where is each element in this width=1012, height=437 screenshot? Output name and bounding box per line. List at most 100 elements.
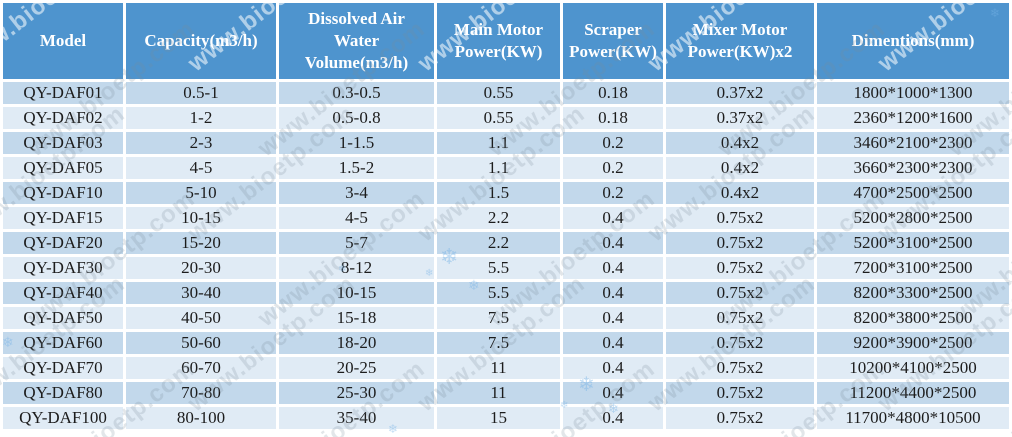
- cell-dissolved_air_water_volume: 4-5: [279, 207, 434, 229]
- cell-dimentions: 8200*3800*2500: [817, 307, 1009, 329]
- cell-dimentions: 10200*4100*2500: [817, 357, 1009, 379]
- cell-dimentions: 7200*3100*2500: [817, 257, 1009, 279]
- cell-main_motor_power: 5.5: [437, 282, 560, 304]
- cell-dissolved_air_water_volume: 35-40: [279, 407, 434, 429]
- cell-model: QY-DAF05: [3, 157, 123, 179]
- cell-capacity: 4-5: [126, 157, 276, 179]
- cell-model: QY-DAF40: [3, 282, 123, 304]
- cell-dissolved_air_water_volume: 25-30: [279, 382, 434, 404]
- cell-dissolved_air_water_volume: 1.5-2: [279, 157, 434, 179]
- cell-dissolved_air_water_volume: 0.5-0.8: [279, 107, 434, 129]
- cell-dissolved_air_water_volume: 1-1.5: [279, 132, 434, 154]
- cell-mixer_motor_power: 0.4x2: [666, 132, 814, 154]
- cell-mixer_motor_power: 0.37x2: [666, 107, 814, 129]
- table-row: QY-DAF01 0.5-1 0.3-0.5 0.55 0.18 0.37x2 1800*1…: [3, 82, 1009, 104]
- cell-dimentions: 8200*3300*2500: [817, 282, 1009, 304]
- cell-capacity: 0.5-1: [126, 82, 276, 104]
- cell-capacity: 40-50: [126, 307, 276, 329]
- cell-capacity: 1-2: [126, 107, 276, 129]
- cell-main_motor_power: 15: [437, 407, 560, 429]
- table-row: QY-DAF30 20-30 8-12 5.5 0.4 0.75x2 7200*3100*2…: [3, 257, 1009, 279]
- column-header-dimentions: Dimentions(mm): [817, 3, 1009, 79]
- cell-dissolved_air_water_volume: 15-18: [279, 307, 434, 329]
- cell-capacity: 70-80: [126, 382, 276, 404]
- cell-model: QY-DAF80: [3, 382, 123, 404]
- cell-main_motor_power: 2.2: [437, 207, 560, 229]
- cell-scraper_power: 0.4: [563, 382, 663, 404]
- cell-capacity: 80-100: [126, 407, 276, 429]
- header-row: Model Capacity(m3/h) Dissolved Air Water V…: [3, 3, 1009, 79]
- cell-main_motor_power: 7.5: [437, 332, 560, 354]
- cell-dimentions: 11700*4800*10500: [817, 407, 1009, 429]
- cell-main_motor_power: 1.1: [437, 157, 560, 179]
- cell-dimentions: 5200*2800*2500: [817, 207, 1009, 229]
- cell-dimentions: 9200*3900*2500: [817, 332, 1009, 354]
- table-row: QY-DAF15 10-15 4-5 2.2 0.4 0.75x2 5200*2800*25…: [3, 207, 1009, 229]
- cell-model: QY-DAF60: [3, 332, 123, 354]
- cell-scraper_power: 0.2: [563, 182, 663, 204]
- cell-capacity: 60-70: [126, 357, 276, 379]
- table-row: QY-DAF02 1-2 0.5-0.8 0.55 0.18 0.37x2 2360*120…: [3, 107, 1009, 129]
- cell-dissolved_air_water_volume: 5-7: [279, 232, 434, 254]
- cell-dimentions: 3660*2300*2300: [817, 157, 1009, 179]
- cell-dimentions: 3460*2100*2300: [817, 132, 1009, 154]
- column-header-label: Mixer Motor Power(KW)x2: [687, 19, 793, 61]
- cell-scraper_power: 0.4: [563, 207, 663, 229]
- cell-mixer_motor_power: 0.75x2: [666, 332, 814, 354]
- cell-model: QY-DAF01: [3, 82, 123, 104]
- cell-scraper_power: 0.4: [563, 357, 663, 379]
- table-row: QY-DAF10 5-10 3-4 1.5 0.2 0.4x2 4700*2500*2500: [3, 182, 1009, 204]
- cell-dissolved_air_water_volume: 18-20: [279, 332, 434, 354]
- column-header-label: Dimentions(mm): [851, 30, 975, 50]
- cell-model: QY-DAF10: [3, 182, 123, 204]
- cell-main_motor_power: 11: [437, 382, 560, 404]
- column-header-label: Dissolved Air Water Volume(m3/h): [304, 8, 409, 73]
- cell-mixer_motor_power: 0.75x2: [666, 207, 814, 229]
- cell-model: QY-DAF30: [3, 257, 123, 279]
- cell-scraper_power: 0.4: [563, 332, 663, 354]
- column-header-capacity: Capacity(m3/h): [126, 3, 276, 79]
- cell-dissolved_air_water_volume: 20-25: [279, 357, 434, 379]
- cell-main_motor_power: 5.5: [437, 257, 560, 279]
- table-row: QY-DAF20 15-20 5-7 2.2 0.4 0.75x2 5200*3100*25…: [3, 232, 1009, 254]
- column-header-dissolved_air_water_volume: Dissolved Air Water Volume(m3/h): [279, 3, 434, 79]
- cell-dimentions: 4700*2500*2500: [817, 182, 1009, 204]
- cell-scraper_power: 0.2: [563, 132, 663, 154]
- table-row: QY-DAF40 30-40 10-15 5.5 0.4 0.75x2 8200*3300*…: [3, 282, 1009, 304]
- cell-main_motor_power: 0.55: [437, 82, 560, 104]
- cell-capacity: 5-10: [126, 182, 276, 204]
- cell-scraper_power: 0.18: [563, 82, 663, 104]
- cell-scraper_power: 0.4: [563, 407, 663, 429]
- cell-capacity: 2-3: [126, 132, 276, 154]
- table-row: QY-DAF80 70-80 25-30 11 0.4 0.75x2 11200*4400*…: [3, 382, 1009, 404]
- cell-mixer_motor_power: 0.4x2: [666, 182, 814, 204]
- cell-scraper_power: 0.4: [563, 282, 663, 304]
- table-row: QY-DAF05 4-5 1.5-2 1.1 0.2 0.4x2 3660*2300*230…: [3, 157, 1009, 179]
- column-header-model: Model: [3, 3, 123, 79]
- cell-dimentions: 1800*1000*1300: [817, 82, 1009, 104]
- cell-dissolved_air_water_volume: 3-4: [279, 182, 434, 204]
- cell-mixer_motor_power: 0.75x2: [666, 382, 814, 404]
- cell-mixer_motor_power: 0.75x2: [666, 407, 814, 429]
- cell-model: QY-DAF50: [3, 307, 123, 329]
- cell-mixer_motor_power: 0.75x2: [666, 357, 814, 379]
- column-header-label: Scraper Power(KW): [569, 19, 657, 61]
- cell-capacity: 50-60: [126, 332, 276, 354]
- cell-main_motor_power: 7.5: [437, 307, 560, 329]
- cell-dissolved_air_water_volume: 8-12: [279, 257, 434, 279]
- cell-main_motor_power: 2.2: [437, 232, 560, 254]
- column-header-label: Capacity(m3/h): [144, 30, 258, 50]
- cell-mixer_motor_power: 0.75x2: [666, 282, 814, 304]
- table-row: QY-DAF100 80-100 35-40 15 0.4 0.75x2 11700*480…: [3, 407, 1009, 429]
- cell-dissolved_air_water_volume: 0.3-0.5: [279, 82, 434, 104]
- column-header-label: Model: [39, 30, 87, 50]
- table-row: QY-DAF60 50-60 18-20 7.5 0.4 0.75x2 9200*3900*…: [3, 332, 1009, 354]
- cell-main_motor_power: 1.1: [437, 132, 560, 154]
- cell-model: QY-DAF02: [3, 107, 123, 129]
- cell-mixer_motor_power: 0.4x2: [666, 157, 814, 179]
- column-header-label: Main Motor Power(KW): [453, 19, 544, 61]
- cell-scraper_power: 0.18: [563, 107, 663, 129]
- cell-capacity: 15-20: [126, 232, 276, 254]
